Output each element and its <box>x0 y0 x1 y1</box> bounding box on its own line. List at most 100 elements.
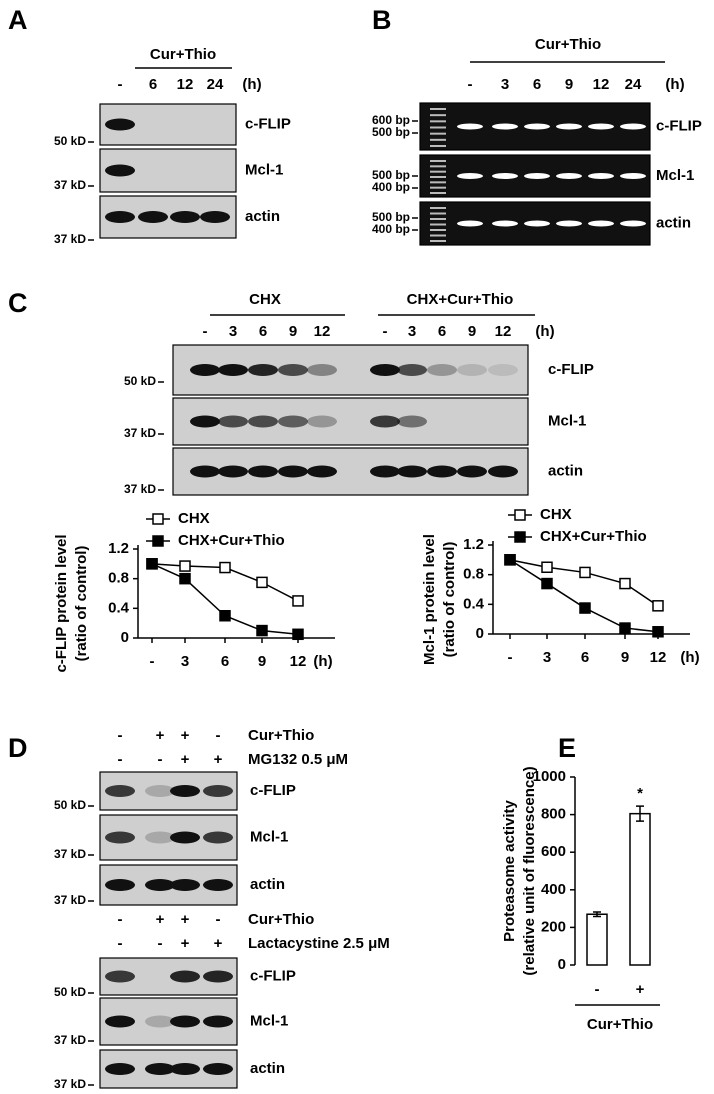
unit-label: (h) <box>242 76 261 93</box>
size-marker: 37 kD <box>54 178 86 192</box>
band <box>588 123 614 130</box>
band <box>218 364 248 376</box>
annotation: * <box>637 785 643 802</box>
band <box>203 1063 233 1075</box>
band <box>556 173 582 179</box>
y-tick-label: 1000 <box>533 768 566 785</box>
series-line <box>151 563 299 636</box>
band <box>203 879 233 891</box>
data-point <box>179 560 191 572</box>
band <box>170 1063 200 1075</box>
y-axis-title: (relative unit of fluorescence) <box>521 766 538 975</box>
band <box>105 164 135 177</box>
condition-sign: - <box>158 751 163 768</box>
band <box>203 970 233 983</box>
x-tick-label: - <box>595 981 600 998</box>
ladder-band <box>430 126 446 129</box>
ladder-band <box>430 176 446 178</box>
lane-label: 6 <box>149 76 157 93</box>
band <box>457 465 487 478</box>
band <box>397 465 427 478</box>
x-tick-label: 3 <box>543 649 551 666</box>
band <box>145 1015 175 1028</box>
ladder-band <box>430 192 446 194</box>
condition-label: MG132 0.5 μM <box>248 751 348 768</box>
x-tick-label: 3 <box>181 653 189 670</box>
band <box>203 1015 233 1028</box>
band <box>524 123 550 130</box>
y-tick-label: 0.4 <box>108 599 130 616</box>
ladder-band <box>430 114 446 117</box>
size-marker: 500 bp <box>372 125 410 139</box>
band <box>105 1015 135 1028</box>
band <box>620 173 646 179</box>
y-tick-label: 0.4 <box>463 595 485 612</box>
panel-label: D <box>8 733 28 763</box>
panel-label: E <box>558 733 576 763</box>
condition-sign: - <box>216 727 221 744</box>
data-point <box>541 561 553 573</box>
lane-label: 6 <box>259 323 267 340</box>
band <box>397 364 427 376</box>
y-tick-label: 600 <box>541 843 566 860</box>
size-marker: 37 kD <box>54 232 86 246</box>
group-label: CHX+Cur+Thio <box>407 291 514 308</box>
lane-label: 3 <box>408 323 416 340</box>
y-axis-title: Proteasome activity <box>501 799 518 941</box>
lane-label: - <box>383 323 388 340</box>
row-label: actin <box>656 214 691 231</box>
error-bar <box>636 805 644 822</box>
legend-label: CHX <box>178 510 210 527</box>
legend-label: CHX <box>540 506 572 523</box>
band <box>588 220 614 227</box>
y-axis-title: c-FLIP protein level <box>53 534 70 672</box>
band <box>105 211 135 223</box>
band <box>370 364 400 376</box>
ladder-band <box>430 240 446 242</box>
condition-label: Cur+Thio <box>248 727 314 744</box>
band <box>170 970 200 983</box>
data-point <box>146 558 158 570</box>
band <box>105 879 135 891</box>
condition-sign: - <box>118 935 123 952</box>
condition-sign: - <box>158 935 163 952</box>
band <box>138 211 168 223</box>
error-bar <box>593 911 601 918</box>
data-point <box>292 595 304 607</box>
row-label: c-FLIP <box>548 361 594 378</box>
lane-label: 9 <box>468 323 476 340</box>
lane-label: - <box>468 76 473 93</box>
ladder-band <box>430 234 446 237</box>
band <box>218 465 248 478</box>
ladder-band <box>430 229 446 231</box>
lane-label: 12 <box>593 76 610 93</box>
condition-label: Lactacystine 2.5 μM <box>248 935 390 952</box>
band <box>278 465 308 478</box>
lane-label: 12 <box>177 76 194 93</box>
band <box>145 831 175 844</box>
x-tick-label: 6 <box>221 653 229 670</box>
x-tick-label: - <box>150 653 155 670</box>
ladder-band <box>430 170 446 173</box>
band <box>524 220 550 227</box>
lane-label: 3 <box>501 76 509 93</box>
band <box>145 879 175 891</box>
ladder-band <box>430 212 446 215</box>
size-marker: 37 kD <box>54 847 86 861</box>
band <box>105 785 135 797</box>
legend-label: CHX+Cur+Thio <box>540 528 647 545</box>
data-point <box>652 626 664 638</box>
blot-strip <box>99 814 238 861</box>
band <box>524 173 550 179</box>
ladder-band <box>430 181 446 184</box>
y-tick-label: 0 <box>476 625 484 642</box>
x-tick-label: + <box>636 981 645 998</box>
condition-sign: + <box>214 751 223 768</box>
row-label: c-FLIP <box>250 967 296 984</box>
ladder-band <box>430 223 446 226</box>
row-label: Mcl-1 <box>250 828 288 845</box>
ladder-band <box>430 132 446 135</box>
lane-label: 24 <box>625 76 642 93</box>
lane-label: - <box>203 323 208 340</box>
